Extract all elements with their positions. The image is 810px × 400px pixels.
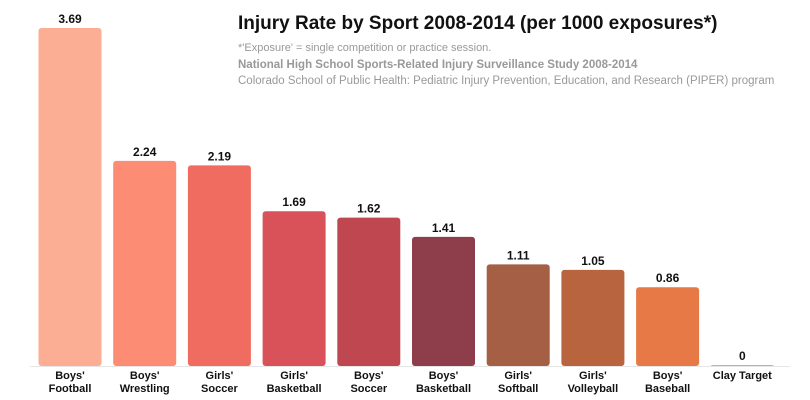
x-tick-label: Girls' Basketball bbox=[266, 370, 322, 395]
value-label: 2.24 bbox=[133, 145, 157, 159]
bar bbox=[187, 165, 251, 366]
bar bbox=[262, 211, 326, 366]
x-tick-label: Boys' Soccer bbox=[350, 370, 388, 395]
value-label: 1.62 bbox=[357, 202, 381, 216]
bar bbox=[337, 217, 401, 366]
x-tick-label: Girls' Soccer bbox=[201, 370, 238, 395]
bar bbox=[113, 160, 177, 366]
value-label: 3.69 bbox=[58, 12, 82, 26]
x-tick-label: Clay Target bbox=[712, 370, 772, 382]
bar bbox=[710, 365, 774, 366]
bar bbox=[412, 236, 475, 366]
bar bbox=[636, 287, 700, 366]
value-label: 1.11 bbox=[507, 248, 530, 262]
x-tick-label: Boys' Baseball bbox=[644, 370, 691, 395]
note: National High School Sports-Related Inju… bbox=[238, 59, 638, 71]
x-tick-label: Girls' Volleyball bbox=[567, 370, 619, 395]
bar bbox=[486, 264, 550, 366]
x-tick-label: Boys' Wrestling bbox=[119, 370, 170, 395]
value-label: 1.41 bbox=[432, 221, 456, 235]
bar bbox=[38, 28, 102, 366]
value-label: 2.19 bbox=[208, 149, 232, 163]
value-label: 0 bbox=[739, 349, 746, 363]
note: *'Exposure' = single competition or prac… bbox=[238, 42, 491, 54]
value-label: 1.69 bbox=[282, 195, 306, 209]
x-tick-label: Boys' Football bbox=[48, 370, 92, 395]
value-label: 0.86 bbox=[656, 271, 680, 285]
x-tick-label: Girls' Softball bbox=[498, 370, 539, 395]
bar bbox=[561, 269, 625, 366]
note: Colorado School of Public Health: Pediat… bbox=[238, 75, 774, 87]
value-label: 1.05 bbox=[581, 254, 605, 268]
chart-title: Injury Rate by Sport 2008-2014 (per 1000… bbox=[238, 13, 717, 34]
x-tick-label: Boys' Basketball bbox=[415, 370, 472, 395]
